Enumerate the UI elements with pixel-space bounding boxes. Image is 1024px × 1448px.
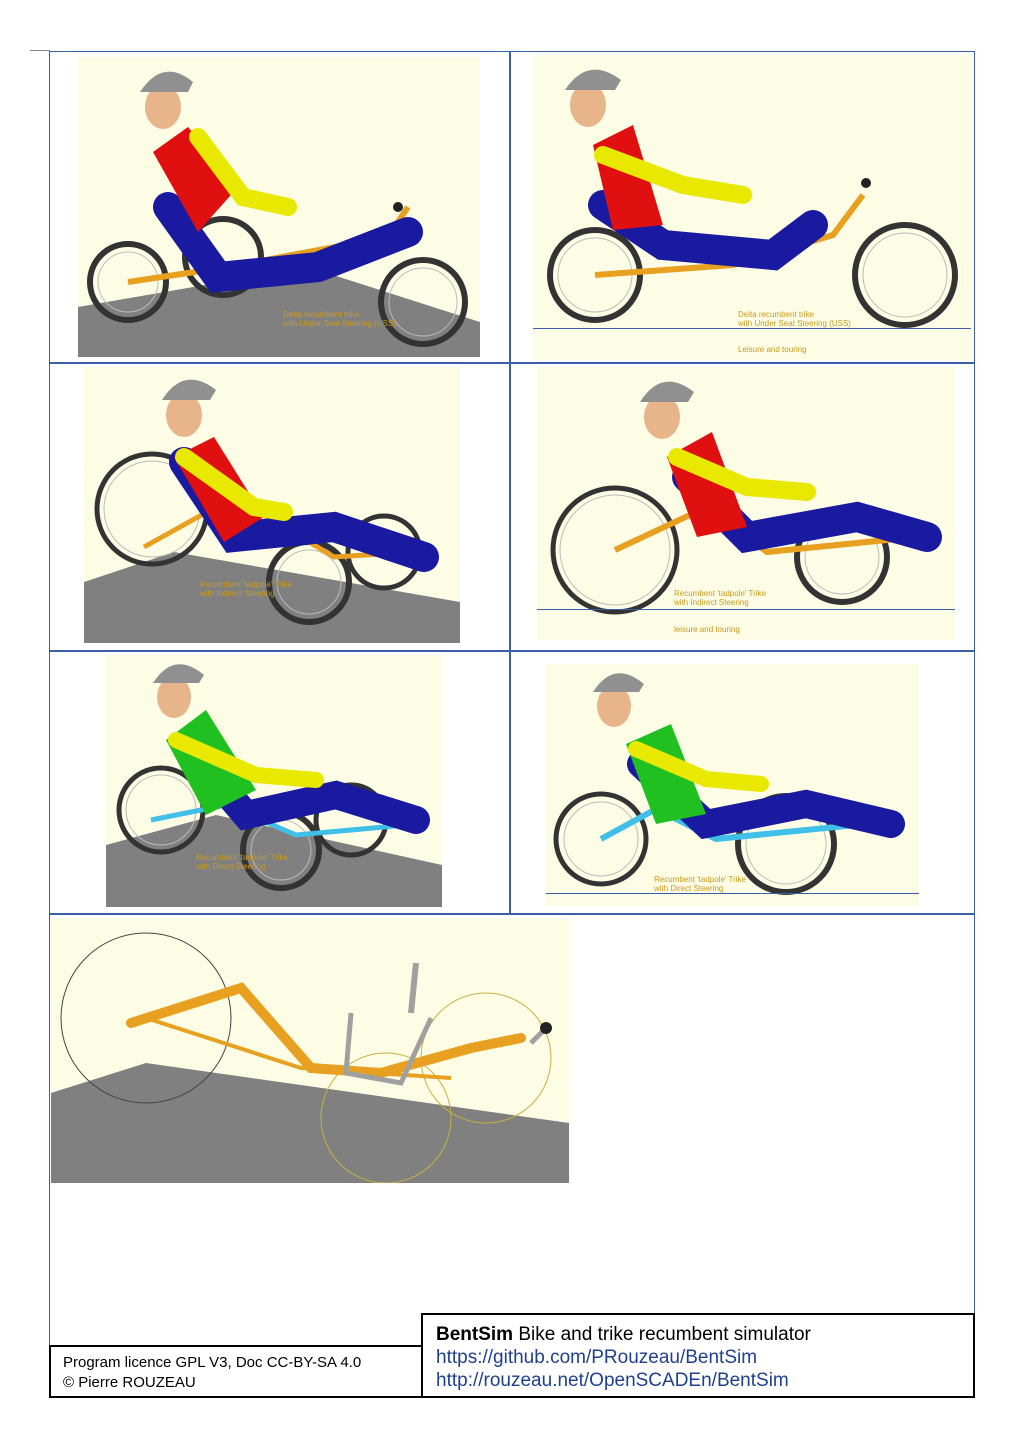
render-caption: Delta recumbent trike with Under Seat St… [738, 310, 851, 328]
trike-render-tadpole-indirect-perspective: Recumbent 'tadpole' Trike with Indirect … [84, 367, 460, 643]
grid-divider [49, 913, 975, 915]
github-link[interactable]: https://github.com/PRouzeau/BentSim [436, 1347, 758, 1368]
trike-frame-render [51, 918, 569, 1183]
ground-line [533, 328, 971, 329]
license-text: Program licence GPL V3, Doc CC-BY-SA 4.0 [63, 1354, 362, 1371]
grid-divider [49, 650, 975, 652]
app-subtitle: Bike and trike recumbent simulator [513, 1324, 811, 1345]
trike-render-delta-uss-perspective: Delta recumbent trike with Under Seat St… [78, 57, 480, 357]
render-caption: Delta recumbent trike with Under Seat St… [283, 310, 396, 328]
copyright-text: © Pierre ROUZEAU [63, 1374, 196, 1391]
render-caption: Recumbent 'tadpole' Trike with Direct St… [654, 875, 746, 893]
render-caption: Recumbent 'tadpole' Trike with Indirect … [200, 580, 292, 598]
trike-render-tadpole-direct-perspective: Recumbent 'tadpole' Trike with Direct St… [106, 655, 442, 907]
grid-divider [509, 51, 511, 913]
top-rule [30, 50, 50, 51]
trike-render-tadpole-indirect-side: Recumbent 'tadpole' Trike with Indirect … [537, 367, 955, 640]
trike-render-tadpole-direct-side: Recumbent 'tadpole' Trike with Direct St… [546, 664, 919, 906]
app-name: BentSim [436, 1324, 514, 1345]
render-caption: Recumbent 'tadpole' Trike with Indirect … [674, 589, 766, 607]
grid-divider [49, 362, 975, 364]
ground-line [546, 893, 919, 894]
render-remark: Leisure and touring [738, 345, 807, 354]
title-block: BentSim Bike and trike recumbent simulat… [421, 1313, 975, 1398]
title-line: BentSim Bike and trike recumbent simulat… [436, 1324, 811, 1346]
render-caption: Recumbent 'tadpole' Trike with Direct St… [196, 853, 288, 871]
ground-line [537, 609, 955, 610]
license-box: Program licence GPL V3, Doc CC-BY-SA 4.0… [49, 1345, 423, 1398]
render-remark: leisure and touring [674, 625, 740, 634]
trike-render-delta-uss-side: Delta recumbent trike with Under Seat St… [533, 55, 973, 360]
website-link[interactable]: http://rouzeau.net/OpenSCADEn/BentSim [436, 1370, 789, 1391]
